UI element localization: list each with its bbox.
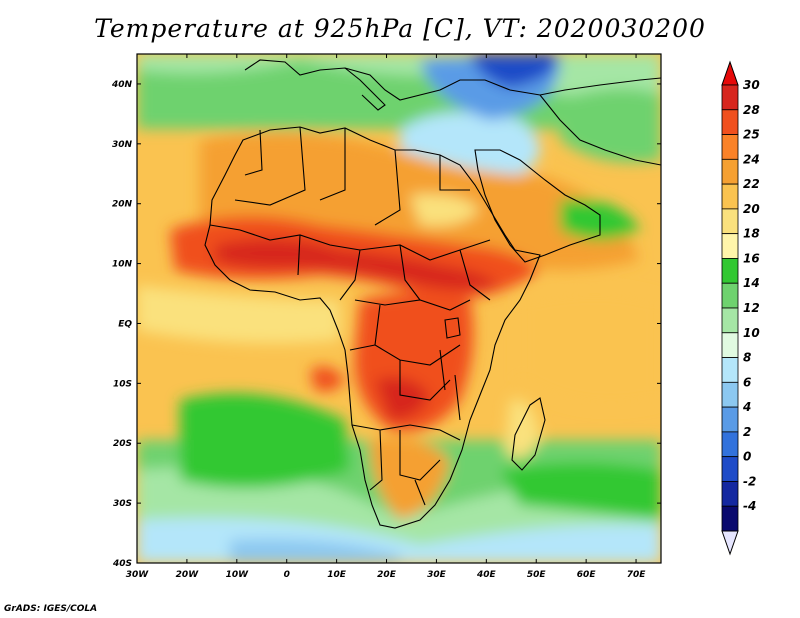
lat-tick-label: 20S [113,439,132,449]
field-indian-green [500,462,661,520]
colorbar-swatch [721,208,739,235]
colorbar-top-triangle [721,60,739,86]
europe-outline [244,59,661,101]
field-iran-green [560,88,661,163]
field-blacksea-darkblue [470,54,560,88]
colorbar-swatch [721,357,739,383]
borders-north [234,126,470,226]
lon-tick-label: 20E [377,570,397,580]
field-indian-ocean-yellow [520,290,661,407]
madagascar-outline [511,397,546,471]
lat-tick-label: EQ [118,319,132,329]
lon-tick-label: 30E [427,570,447,580]
colorbar-label: -2 [743,474,756,488]
colorbar-label: 22 [743,177,760,191]
colorbar-swatch [721,134,739,160]
longitude-axis: 30W 20W 10W 0 10E 20E 30E 40E 50E 60E 70E [126,54,646,580]
arabia-outline [474,149,601,263]
grads-credit: GrADS: IGES/COLA [4,604,98,614]
lon-tick-label: 20W [176,570,200,580]
lat-tick-label: 10N [112,260,133,270]
colorbar-label: 25 [743,128,760,142]
colorbar-label: 0 [743,450,751,464]
lon-tick-label: 60E [577,570,597,580]
colorbar-swatch [721,456,739,482]
lat-tick-label: 30N [112,140,133,150]
colorbar-label: 10 [743,326,760,340]
colorbar-label: 14 [743,276,760,290]
lon-tick-label: 10E [327,570,347,580]
colorbar-label: 16 [743,251,760,265]
colorbar-swatch [721,381,739,408]
colorbar-label: 24 [743,152,760,166]
colorbar-swatch [721,332,739,358]
colorbar-label: 12 [743,301,760,315]
field-guinea-yellow [137,285,340,344]
field-south-ocean-blue2 [230,539,400,563]
latitude-axis: 40N 30N 20N 10N EQ 10S 20S 30S 40S [111,80,661,569]
lat-tick-label: 40S [112,559,132,569]
chart-title: Temperature at 925hPa [C], VT: 202003020… [94,14,706,43]
colorbar-swatch [721,258,739,284]
colorbar-label: 28 [743,103,760,117]
lat-tick-label: 40N [111,80,133,90]
colorbar-swatch [721,233,739,259]
map-frame [136,53,662,564]
colorbar-label: 6 [743,375,751,389]
lon-tick-label: 30W [126,570,150,580]
colorbar-swatch [721,109,739,135]
lon-tick-label: 50E [527,570,547,580]
lat-tick-label: 30S [113,499,132,509]
colorbar-swatch [721,307,739,334]
colorbar-label: 2 [743,425,751,439]
borders-central [349,299,471,401]
field-atlantic-green [180,393,350,488]
lat-tick-label: 10S [113,379,132,389]
iran-outline [539,94,661,166]
field-ocean-red-spot [310,366,345,392]
colorbar-swatch [721,505,739,532]
lat-tick-label: 20N [112,200,133,210]
colorbar-swatch [721,406,739,433]
field-eastmed-blue [400,112,540,175]
lon-tick-label: 70E [627,570,647,580]
colorbar-label: -4 [743,499,756,513]
colorbar-swatch [721,158,739,185]
colorbar-swatch [721,183,739,210]
lon-tick-label: 0 [284,570,290,580]
colorbar-bottom-triangle [721,530,739,556]
colorbar-swatch [721,282,739,309]
borders-south [351,424,461,506]
field-sudan-yellow [410,194,480,226]
italy-outline [344,67,386,111]
lon-tick-label: 10W [226,570,250,580]
colorbar-swatch [721,481,739,507]
colorbar-label: 4 [742,400,751,414]
map-outlines [204,59,661,529]
colorbar-swatch [721,84,739,111]
colorbar-label: 18 [743,227,760,241]
colorbar-label: 30 [743,78,760,92]
colorbar-swatch [721,431,739,458]
colorbar-label: 8 [743,351,751,365]
field-south-africa-orange [370,437,450,520]
temperature-field [137,54,661,563]
great-lakes [439,317,461,421]
lon-tick-label: 40E [476,570,497,580]
borders-sahel [209,224,491,301]
field-angola-darkred [375,377,430,420]
colorbar-label: 20 [743,202,760,216]
